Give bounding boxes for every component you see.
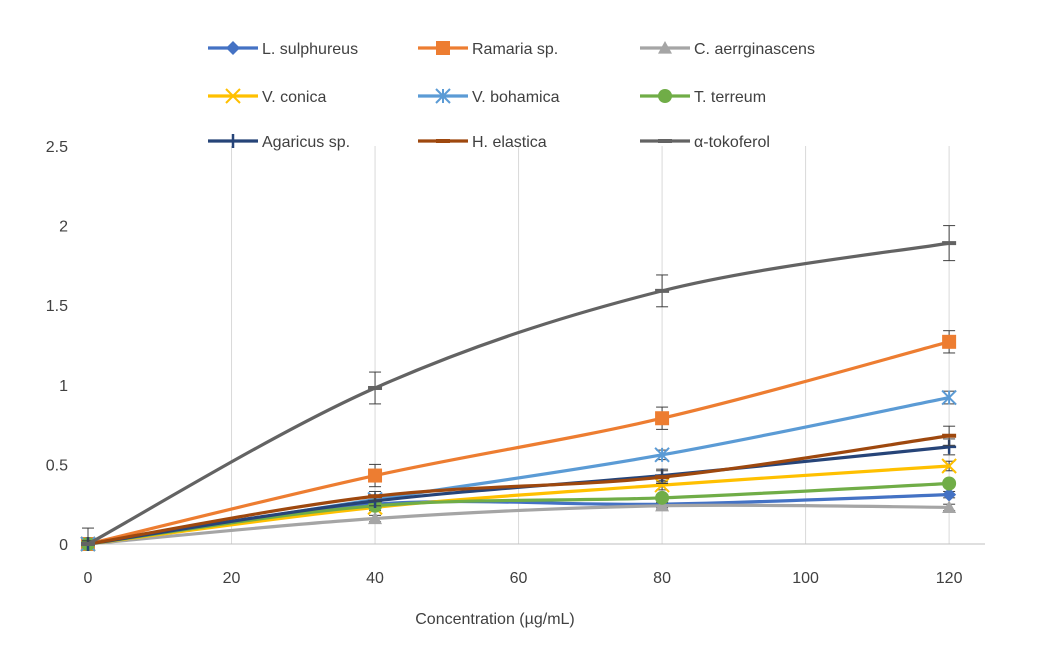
legend-marker <box>436 41 450 55</box>
y-tick-label: 2.5 <box>46 139 68 156</box>
legend-item: V. conica <box>208 88 326 106</box>
legend-label: V. bohamica <box>472 89 560 106</box>
data-point <box>942 334 957 349</box>
data-point <box>654 477 670 493</box>
series-line <box>86 503 951 546</box>
series-line <box>86 434 951 546</box>
legend-label: V. conica <box>262 89 326 106</box>
data-point <box>368 385 383 390</box>
marker-stroke <box>225 88 241 104</box>
y-tick-label: 0.5 <box>46 457 68 474</box>
data-point <box>941 458 957 474</box>
legend-item: L. sulphureus <box>208 41 358 58</box>
data-point <box>368 494 383 499</box>
x-tick-label: 20 <box>223 570 241 587</box>
legend-label: T. terreum <box>694 89 766 106</box>
data-point <box>942 241 957 246</box>
x-tick-label: 100 <box>792 570 819 587</box>
legend-marker <box>435 88 451 104</box>
legend-item: H. elastica <box>418 134 547 151</box>
legend-label: H. elastica <box>472 134 547 151</box>
data-point <box>941 389 957 406</box>
data-point <box>81 542 95 546</box>
data-point <box>655 490 670 505</box>
legend-item: V. bohamica <box>418 88 560 106</box>
data-point <box>942 476 957 491</box>
data-point <box>368 468 383 483</box>
y-tick-label: 1.5 <box>46 298 68 315</box>
legend-label: Agaricus sp. <box>262 134 350 151</box>
legend-item: C. aerrginascens <box>640 41 815 58</box>
legend-label: C. aerrginascens <box>694 41 815 58</box>
legend-label: α-tokoferol <box>694 134 770 151</box>
legend-marker <box>226 41 240 55</box>
legend-item: α-tokoferol <box>640 134 770 151</box>
data-point <box>655 411 670 426</box>
legend-item: T. terreum <box>640 89 766 106</box>
x-axis-title: Concentration (µg/mL) <box>415 611 575 628</box>
data-point <box>368 511 383 525</box>
legend-marker <box>658 139 672 143</box>
data-point <box>942 433 957 438</box>
x-tick-label: 0 <box>84 570 93 587</box>
x-tick-label: 120 <box>936 570 963 587</box>
axes: 0 20 40 60 80 100 120 0 0.5 1 1.5 2 2.5 <box>46 139 985 587</box>
data-point <box>942 500 957 513</box>
y-tick-label: 2 <box>59 219 68 236</box>
marker-stroke <box>654 477 670 493</box>
data-point <box>654 447 670 463</box>
data-point <box>655 288 670 293</box>
legend-label: L. sulphureus <box>262 41 358 58</box>
series-line <box>86 340 951 546</box>
y-tick-label: 0 <box>59 537 68 554</box>
legend-item: Agaricus sp. <box>208 134 350 151</box>
marker-stroke <box>941 458 957 474</box>
data-point <box>655 475 670 480</box>
x-tick-label: 80 <box>653 570 671 587</box>
y-tick-label: 1 <box>59 378 68 395</box>
legend-marker <box>225 88 241 104</box>
legend-label: Ramaria sp. <box>472 41 558 58</box>
legend-marker <box>658 89 672 103</box>
legend-marker <box>658 41 672 54</box>
x-tick-label: 40 <box>366 570 384 587</box>
x-tick-label: 60 <box>510 570 528 587</box>
data-point <box>655 498 670 512</box>
legend-marker <box>436 139 450 143</box>
series-line <box>86 241 951 546</box>
data-point <box>942 487 957 502</box>
series-8 <box>81 225 957 546</box>
legend-marker <box>226 134 240 148</box>
series-7 <box>81 425 957 546</box>
legend-item: Ramaria sp. <box>418 41 558 58</box>
legend: L. sulphureus Ramaria sp. C. aerrginascens… <box>208 41 815 151</box>
series-layer <box>80 225 957 552</box>
